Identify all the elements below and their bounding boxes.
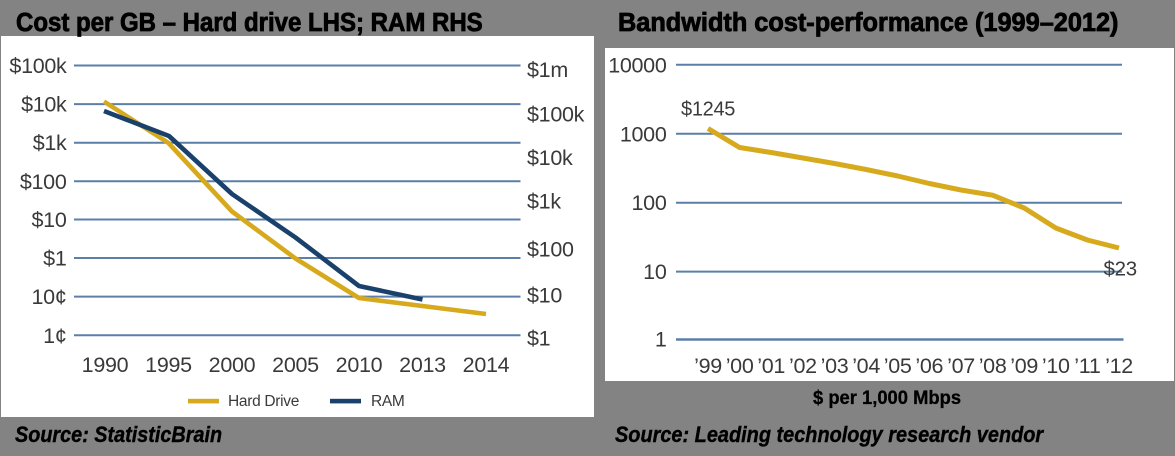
svg-text:’06: ’06 xyxy=(915,354,943,378)
svg-text:1990: 1990 xyxy=(82,353,129,377)
svg-text:’05: ’05 xyxy=(884,354,912,378)
svg-text:10: 10 xyxy=(643,260,667,284)
svg-text:’02: ’02 xyxy=(789,354,817,378)
svg-text:1000: 1000 xyxy=(620,122,667,146)
svg-text:RAM: RAM xyxy=(371,393,405,410)
svg-text:’09: ’09 xyxy=(1010,354,1038,378)
svg-text:’11: ’11 xyxy=(1074,354,1100,378)
svg-text:Hard Drive: Hard Drive xyxy=(228,393,299,410)
svg-text:2014: 2014 xyxy=(463,353,510,377)
svg-text:$100: $100 xyxy=(20,170,67,194)
svg-text:2005: 2005 xyxy=(272,353,319,377)
svg-text:2013: 2013 xyxy=(399,353,446,377)
svg-text:’01: ’01 xyxy=(757,354,785,378)
svg-text:2010: 2010 xyxy=(336,353,383,377)
svg-text:2000: 2000 xyxy=(209,353,256,377)
svg-text:’08: ’08 xyxy=(979,354,1007,378)
svg-text:’99: ’99 xyxy=(694,354,722,378)
svg-text:’12: ’12 xyxy=(1105,354,1133,378)
svg-text:1¢: 1¢ xyxy=(43,324,66,348)
svg-text:$1k: $1k xyxy=(33,131,67,155)
svg-text:10000: 10000 xyxy=(608,53,667,77)
svg-text:100: 100 xyxy=(632,191,667,215)
svg-text:1: 1 xyxy=(655,328,667,352)
svg-text:$100k: $100k xyxy=(9,54,67,78)
svg-text:$1m: $1m xyxy=(527,58,568,82)
svg-text:10¢: 10¢ xyxy=(32,285,67,309)
svg-text:$10: $10 xyxy=(527,284,562,308)
svg-text:’10: ’10 xyxy=(1042,354,1070,378)
svg-text:’03: ’03 xyxy=(821,354,849,378)
svg-text:$23: $23 xyxy=(1104,258,1137,281)
svg-text:’00: ’00 xyxy=(726,354,754,378)
svg-text:$1k: $1k xyxy=(527,190,561,214)
svg-text:$10k: $10k xyxy=(527,146,573,170)
svg-text:’04: ’04 xyxy=(852,354,880,378)
svg-text:’07: ’07 xyxy=(947,354,975,378)
svg-text:1995: 1995 xyxy=(145,353,192,377)
svg-text:$100k: $100k xyxy=(527,102,585,126)
svg-text:$10: $10 xyxy=(32,208,67,232)
svg-text:$1: $1 xyxy=(527,327,550,351)
svg-text:$10k: $10k xyxy=(21,93,67,117)
svg-text:$1245: $1245 xyxy=(681,99,735,121)
svg-text:$1: $1 xyxy=(43,247,66,271)
svg-text:$100: $100 xyxy=(527,238,574,262)
